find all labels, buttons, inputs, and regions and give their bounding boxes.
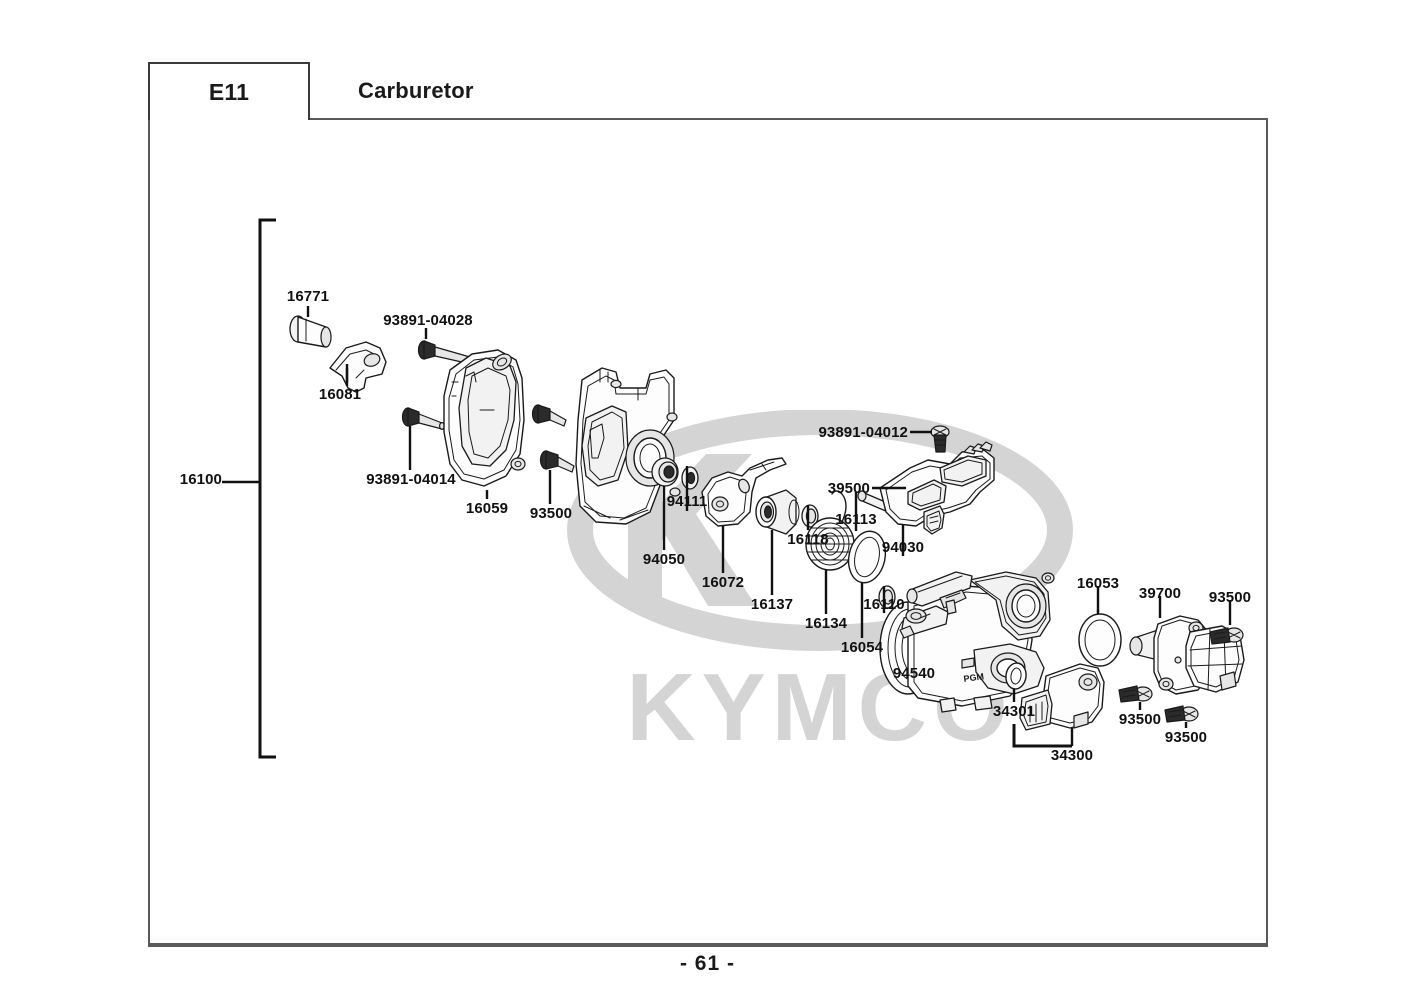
part-label-16072: 16072 [701, 574, 745, 591]
diagram-frame: KYMCO .ln { fill:none; stroke:#1a1a1a; s… [148, 118, 1268, 945]
part-34300-tps-sensor [1012, 663, 1105, 748]
part-93500-screw-b [1209, 600, 1244, 645]
part-label-16134: 16134 [804, 615, 848, 632]
part-label-16118: 16118 [787, 531, 829, 548]
part-label-34301: 34301 [992, 703, 1036, 720]
part-label-16081: 16081 [318, 386, 362, 403]
part-label-16059: 16059 [465, 500, 509, 517]
page-number: - 61 - [679, 952, 735, 975]
part-93891-04014-bolt [401, 407, 446, 470]
part-label-93500-b: 93500 [1208, 589, 1252, 606]
part-label-93891-04012: 93891-04012 [818, 424, 908, 441]
part-throttle-body-right: PGM [879, 571, 1055, 713]
part-label-94030: 94030 [881, 539, 925, 556]
part-16053-o-ring [1078, 586, 1122, 667]
part-label-16113: 16113 [835, 511, 877, 528]
part-label-93500-c: 93500 [1118, 711, 1162, 728]
assembly-bracket-16100 [222, 218, 276, 759]
part-93500-screw-c [1118, 685, 1153, 710]
part-label-34300: 34300 [1050, 747, 1094, 764]
part-label-16137: 16137 [750, 596, 794, 613]
part-label-16054: 16054 [840, 639, 884, 656]
part-label-39700: 39700 [1138, 585, 1182, 602]
part-label-94540: 94540 [892, 665, 936, 682]
part-16771-insulator [289, 306, 332, 348]
part-label-93500-d: 93500 [1164, 729, 1208, 746]
section-code-box: E11 [148, 62, 310, 120]
section-code-label: E11 [208, 78, 250, 105]
part-label-93891-04014: 93891-04014 [366, 471, 456, 488]
part-93891-04012-bolt [910, 425, 950, 453]
part-16081-bracket [329, 341, 387, 393]
part-label-16053: 16053 [1076, 575, 1120, 592]
part-93500-screws-left [531, 404, 575, 504]
exploded-parts-drawing: .ln { fill:none; stroke:#1a1a1a; stroke-… [222, 218, 1245, 759]
part-39500-map-sensor [872, 441, 995, 535]
part-34301-o-ring [1005, 662, 1027, 702]
part-label-93500-a: 93500 [529, 505, 573, 522]
svg-text:PGM: PGM [963, 671, 985, 684]
footer-divider [148, 945, 1268, 947]
part-label-16771: 16771 [286, 288, 330, 305]
part-label-39500: 39500 [827, 480, 870, 497]
part-93500-screw-d [1164, 705, 1199, 728]
part-16059-cover [443, 349, 526, 499]
part-label-94050: 94050 [642, 551, 686, 568]
part-label-16100: 16100 [179, 471, 222, 488]
part-39700-iac-valve [1129, 596, 1245, 695]
part-label-93891-04028: 93891-04028 [383, 312, 473, 329]
part-label-16110: 16110 [863, 596, 905, 613]
page-header: E11 Carburetor [148, 62, 1268, 120]
page-title: Carburetor [358, 78, 474, 103]
part-label-94111: 94111 [666, 493, 708, 510]
